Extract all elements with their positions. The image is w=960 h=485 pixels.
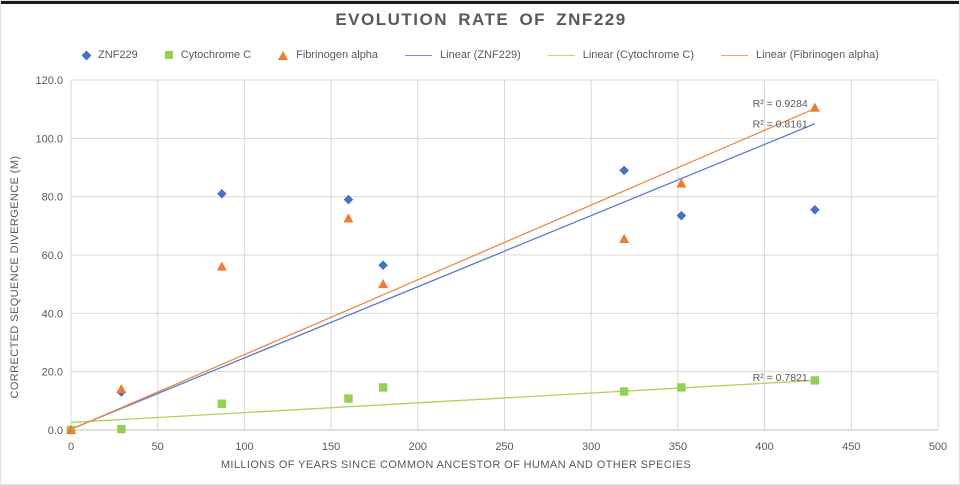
x-tick-label: 450: [842, 441, 860, 453]
data-point-diamond: [619, 165, 629, 176]
data-point-triangle: [116, 383, 127, 394]
data-point-triangle: [216, 261, 227, 271]
y-tick-label: 80.0: [42, 192, 63, 204]
legend-item: Linear (ZNF229): [405, 49, 521, 61]
data-point-square: [217, 399, 227, 408]
window-top-edge: [1, 1, 959, 4]
legend-item: Fibrinogen alpha: [278, 49, 378, 61]
x-tick-label: 300: [582, 441, 600, 453]
data-point-diamond: [378, 260, 388, 271]
square-icon: [164, 51, 173, 59]
data-point-square: [677, 383, 686, 392]
legend-label: Linear (Fibrinogen alpha): [756, 49, 879, 61]
data-point-diamond: [810, 204, 820, 215]
r-squared-label: R² = 0.9284: [753, 98, 808, 110]
legend-label: Fibrinogen alpha: [296, 49, 379, 61]
x-tick-label: 250: [495, 441, 513, 453]
data-point-triangle: [676, 178, 687, 188]
triangle-icon: [278, 50, 289, 60]
data-point-square: [344, 394, 353, 403]
trendline: [70, 107, 816, 431]
line-icon: [721, 54, 749, 56]
r-squared-label: R² = 0.7821: [753, 372, 808, 384]
y-tick-label: 40.0: [42, 308, 63, 320]
x-tick-label: 500: [929, 441, 947, 453]
x-tick-label: 150: [322, 441, 340, 453]
trendline: [70, 123, 816, 430]
y-axis-title: CORRECTED SEQUENCE DIVERGENCE (M): [9, 156, 21, 399]
legend-label: Linear (Cytochrome C): [582, 49, 695, 61]
line-icon: [405, 54, 433, 56]
r-squared-label: R² = 0.8161: [753, 118, 808, 130]
chart-title: EVOLUTION RATE OF ZNF229: [335, 10, 627, 29]
data-point-square: [117, 424, 126, 434]
legend-item: Linear (Cytochrome C): [547, 49, 695, 61]
y-tick-label: 120.0: [35, 75, 63, 87]
x-tick-label: 400: [755, 441, 773, 453]
data-point-diamond: [217, 188, 227, 199]
x-tick-label: 350: [669, 441, 687, 453]
data-point-triangle: [343, 213, 354, 223]
legend-item: Cytochrome C: [164, 49, 252, 61]
legend-label: Linear (ZNF229): [440, 49, 521, 61]
trendline: [70, 379, 815, 424]
legend-item: Linear (Fibrinogen alpha): [721, 49, 879, 61]
data-point-square: [810, 376, 820, 385]
x-axis-title: MILLIONS OF YEARS SINCE COMMON ANCESTOR …: [221, 459, 691, 471]
legend-label: ZNF229: [98, 49, 138, 61]
line-icon: [547, 54, 575, 56]
data-point-square: [619, 387, 629, 396]
x-tick-label: 200: [409, 441, 427, 453]
y-tick-label: 20.0: [42, 367, 63, 379]
legend-label: Cytochrome C: [180, 49, 252, 61]
data-point-diamond: [343, 194, 354, 205]
data-point-diamond: [676, 210, 687, 221]
data-point-triangle: [378, 278, 389, 289]
data-point-triangle: [619, 233, 630, 243]
data-point-square: [378, 383, 388, 392]
x-tick-label: 50: [152, 441, 164, 453]
legend-item: ZNF229: [81, 49, 138, 61]
y-tick-label: 0.0: [48, 425, 63, 437]
y-tick-label: 60.0: [42, 250, 63, 262]
data-point-triangle: [809, 102, 820, 112]
x-tick-label: 100: [235, 441, 253, 453]
data-point-triangle: [66, 424, 76, 434]
y-tick-label: 100.0: [35, 133, 63, 145]
x-tick-label: 0: [68, 441, 74, 453]
chart-legend: ZNF229 Cytochrome C Fibrinogen alpha Linear…: [1, 45, 959, 65]
